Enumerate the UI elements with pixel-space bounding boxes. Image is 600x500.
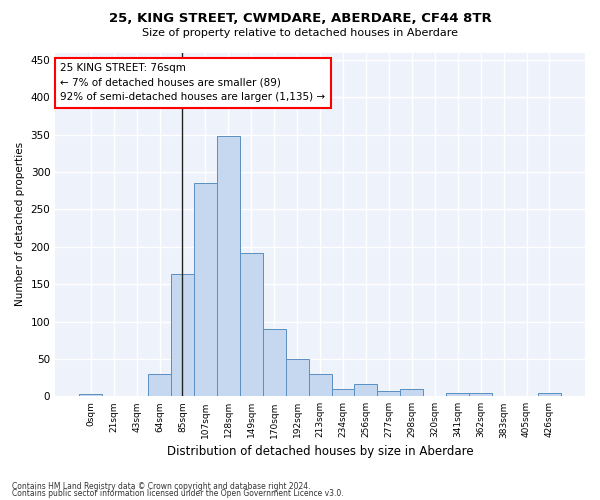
Bar — [217, 136, 240, 396]
Bar — [400, 389, 423, 396]
Text: Contains public sector information licensed under the Open Government Licence v3: Contains public sector information licen… — [12, 489, 344, 498]
Bar — [148, 374, 171, 396]
Bar — [355, 384, 377, 396]
Y-axis label: Number of detached properties: Number of detached properties — [15, 142, 25, 306]
Bar — [194, 182, 217, 396]
Bar — [240, 253, 263, 396]
Bar — [332, 389, 355, 396]
Bar — [171, 274, 194, 396]
Bar — [263, 329, 286, 396]
Bar — [286, 359, 308, 397]
Text: Contains HM Land Registry data © Crown copyright and database right 2024.: Contains HM Land Registry data © Crown c… — [12, 482, 311, 491]
Bar — [79, 394, 102, 396]
Text: 25, KING STREET, CWMDARE, ABERDARE, CF44 8TR: 25, KING STREET, CWMDARE, ABERDARE, CF44… — [109, 12, 491, 26]
Bar — [446, 392, 469, 396]
Bar — [308, 374, 332, 396]
Bar — [377, 391, 400, 396]
X-axis label: Distribution of detached houses by size in Aberdare: Distribution of detached houses by size … — [167, 444, 473, 458]
Bar — [469, 392, 492, 396]
Bar — [538, 392, 561, 396]
Text: Size of property relative to detached houses in Aberdare: Size of property relative to detached ho… — [142, 28, 458, 38]
Text: 25 KING STREET: 76sqm
← 7% of detached houses are smaller (89)
92% of semi-detac: 25 KING STREET: 76sqm ← 7% of detached h… — [61, 63, 326, 102]
